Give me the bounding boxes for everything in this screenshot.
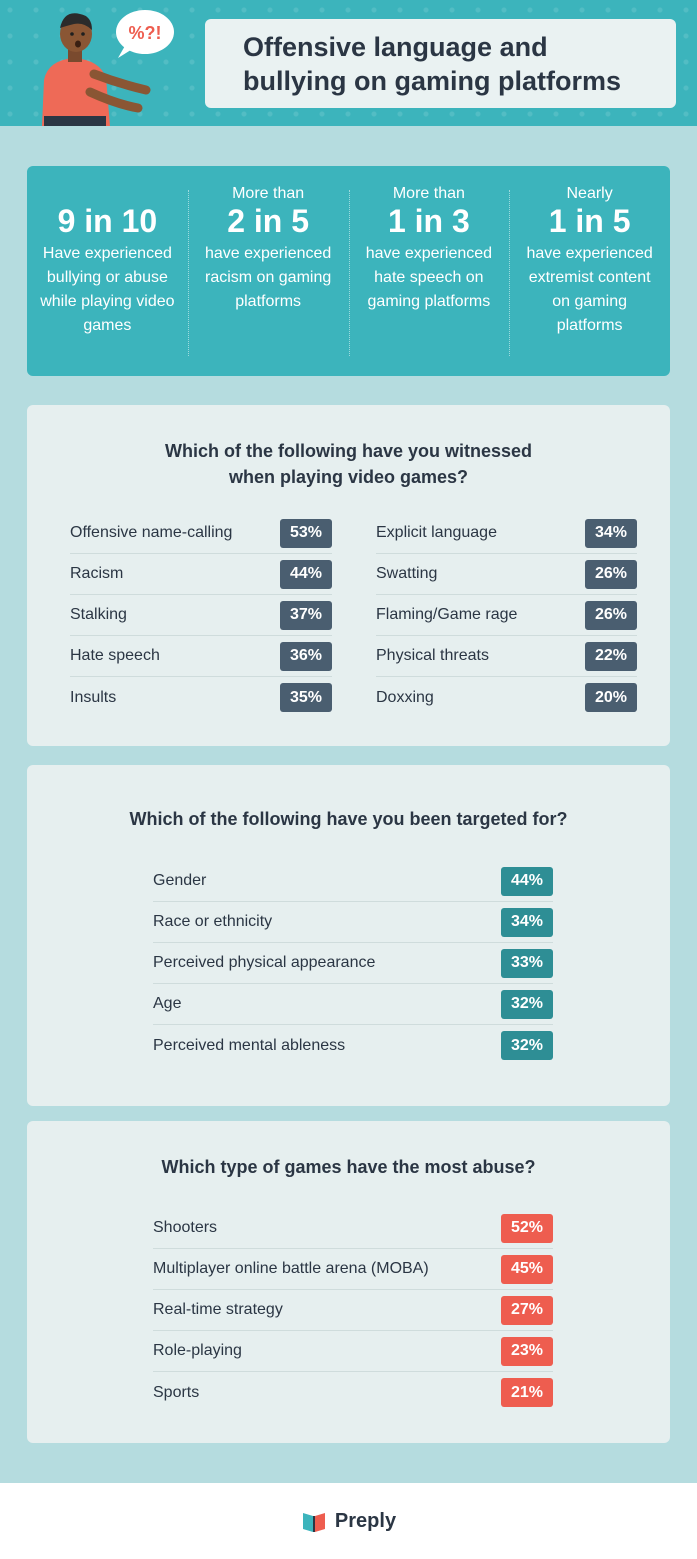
surprised-person-illustration: %?!	[42, 10, 174, 126]
percent-badge: 36%	[280, 641, 332, 671]
witnessed-left-list: Offensive name-calling 53% Racism 44% St…	[70, 513, 332, 718]
targeted-title: Which of the following have you been tar…	[129, 809, 568, 829]
speech-bubble-text: %?!	[129, 23, 162, 43]
item-label: Race or ethnicity	[153, 913, 273, 930]
stat-prefix: More than	[232, 185, 305, 202]
list-item: Hate speech 36%	[70, 636, 332, 677]
item-label: Gender	[153, 872, 207, 889]
percent-badge: 52%	[501, 1213, 553, 1243]
percent-badge: 32%	[501, 989, 553, 1019]
percent-badge: 32%	[501, 1031, 553, 1060]
list-item: Gender 44%	[153, 861, 553, 902]
percent-badge: 53%	[280, 518, 332, 548]
item-label: Real-time strategy	[153, 1301, 283, 1318]
stat-prefix: Nearly	[566, 185, 613, 202]
percent-badge: 22%	[585, 641, 637, 671]
games-list: Shooters 52% Multiplayer online battle a…	[153, 1208, 553, 1413]
list-item: Stalking 37%	[70, 595, 332, 636]
stat-description: have experienced racism on gaming platfo…	[204, 245, 332, 310]
list-item: Shooters 52%	[153, 1208, 553, 1249]
witnessed-title: Which of the following have you witnesse…	[164, 441, 533, 487]
item-label: Flaming/Game rage	[376, 606, 518, 623]
percent-badge: 44%	[280, 559, 332, 589]
list-item: Age 32%	[153, 984, 553, 1025]
targeted-list: Gender 44% Race or ethnicity 34% Perceiv…	[153, 861, 553, 1066]
list-item: Racism 44%	[70, 554, 332, 595]
percent-badge: 35%	[280, 683, 332, 712]
games-title: Which type of games have the most abuse?	[161, 1157, 536, 1177]
percent-badge: 27%	[501, 1295, 553, 1325]
list-item: Real-time strategy 27%	[153, 1290, 553, 1331]
item-label: Insults	[70, 688, 117, 706]
item-label: Role-playing	[153, 1342, 242, 1359]
stat-prefix: More than	[392, 185, 465, 202]
item-label: Sports	[153, 1383, 200, 1401]
percent-badge: 34%	[501, 907, 553, 937]
item-label: Hate speech	[70, 647, 160, 664]
item-label: Physical threats	[376, 647, 489, 664]
item-label: Offensive name-calling	[70, 524, 233, 541]
list-item: Perceived physical appearance 33%	[153, 943, 553, 984]
percent-badge: 37%	[280, 600, 332, 630]
item-label: Swatting	[376, 565, 438, 582]
percent-badge: 45%	[501, 1254, 553, 1284]
percent-badge: 26%	[585, 559, 637, 589]
stat-description: have experienced hate speech on gaming p…	[365, 245, 493, 310]
item-label: Perceived mental ableness	[153, 1036, 346, 1054]
title-box: Offensive language and bullying on gamin…	[205, 19, 676, 108]
list-item: Sports 21%	[153, 1372, 553, 1413]
item-label: Explicit language	[376, 524, 497, 541]
list-item: Multiplayer online battle arena (MOBA) 4…	[153, 1249, 553, 1290]
list-item: Role-playing 23%	[153, 1331, 553, 1372]
games-card: Which type of games have the most abuse?…	[27, 1121, 670, 1443]
item-label: Multiplayer online battle arena (MOBA)	[153, 1260, 429, 1277]
list-item: Explicit language 34%	[376, 513, 637, 554]
preply-logo-icon	[302, 1513, 325, 1532]
header: %?! Offensive language and bullying on g…	[0, 0, 697, 126]
brand-name: Preply	[334, 1509, 397, 1532]
page-title: Offensive language and bullying on gamin…	[243, 31, 621, 96]
stat-item: Nearly 1 in 5 have experienced extremist…	[509, 184, 670, 362]
stat-item: More than 1 in 3 have experienced hate s…	[348, 184, 510, 362]
stat-description: have experienced extremist content on ga…	[526, 245, 653, 334]
percent-badge: 20%	[585, 683, 637, 712]
list-item: Physical threats 22%	[376, 636, 637, 677]
list-item: Offensive name-calling 53%	[70, 513, 332, 554]
stat-item: 9 in 10 Have experienced bullying or abu…	[27, 184, 188, 362]
stat-description: Have experienced bullying or abuse while…	[40, 245, 175, 334]
list-item: Doxxing 20%	[376, 677, 637, 718]
percent-badge: 34%	[585, 518, 637, 548]
item-label: Age	[153, 995, 182, 1012]
percent-badge: 21%	[501, 1378, 553, 1407]
stat-figure: 2 in 5	[227, 203, 310, 239]
list-item: Insults 35%	[70, 677, 332, 718]
item-label: Stalking	[70, 606, 127, 623]
item-label: Shooters	[153, 1219, 218, 1236]
stats-band: 9 in 10 Have experienced bullying or abu…	[27, 166, 670, 376]
item-label: Doxxing	[376, 688, 434, 706]
list-item: Perceived mental ableness 32%	[153, 1025, 553, 1066]
percent-badge: 26%	[585, 600, 637, 630]
witnessed-right-list: Explicit language 34% Swatting 26% Flami…	[376, 513, 637, 718]
targeted-card: Which of the following have you been tar…	[27, 765, 670, 1106]
stat-figure: 1 in 5	[548, 203, 631, 239]
witnessed-card: Which of the following have you witnesse…	[27, 405, 670, 746]
stat-figure: 9 in 10	[57, 203, 158, 239]
stat-item: More than 2 in 5 have experienced racism…	[187, 184, 349, 362]
percent-badge: 23%	[501, 1336, 553, 1366]
percent-badge: 33%	[501, 948, 553, 978]
percent-badge: 44%	[501, 866, 553, 896]
list-item: Flaming/Game rage 26%	[376, 595, 637, 636]
stat-figure: 1 in 3	[387, 203, 470, 239]
footer: Preply	[0, 1483, 697, 1559]
list-item: Swatting 26%	[376, 554, 637, 595]
item-label: Perceived physical appearance	[153, 954, 376, 971]
list-item: Race or ethnicity 34%	[153, 902, 553, 943]
item-label: Racism	[70, 565, 124, 582]
